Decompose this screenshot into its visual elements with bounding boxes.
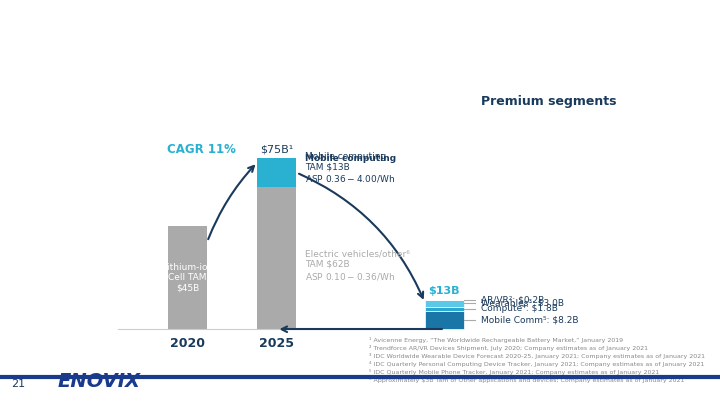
Text: CAGR 11%: CAGR 11% [167,143,236,156]
Text: 2020: 2020 [170,337,205,350]
Text: ENOVIX: ENOVIX [58,372,140,391]
FancyBboxPatch shape [168,226,207,329]
Text: Lithium-ion
Cell TAM
$45B: Lithium-ion Cell TAM $45B [162,263,213,293]
Text: $75B¹: $75B¹ [261,144,294,154]
Text: Compute⁴: $1.8B: Compute⁴: $1.8B [481,304,557,313]
Text: AR/VR²: $0.2B: AR/VR²: $0.2B [481,295,544,304]
Text: 21: 21 [11,379,25,389]
Text: ¹ Avicenne Energy, “The Worldwide Rechargeable Battery Market,” January 2019
² T: ¹ Avicenne Energy, “The Worldwide Rechar… [369,337,705,383]
Text: Mobile computing
TAM $13B
ASP $0.36-$4.00/Wh: Mobile computing TAM $13B ASP $0.36-$4.0… [305,152,395,184]
Text: Wearables³: $3.0B: Wearables³: $3.0B [481,299,564,308]
Text: Mobile computing: Mobile computing [305,153,396,163]
FancyBboxPatch shape [425,300,464,307]
FancyBboxPatch shape [425,311,464,329]
Text: Electric vehicles/other⁶
TAM $62B
ASP $0.10-$0.36/Wh: Electric vehicles/other⁶ TAM $62B ASP $0… [305,249,410,281]
Text: 2025: 2025 [259,337,294,350]
Text: $13B: $13B [428,286,460,296]
Text: Premium segments: Premium segments [481,96,616,109]
Text: Mobile Comm⁵: $8.2B: Mobile Comm⁵: $8.2B [481,315,578,324]
FancyBboxPatch shape [258,188,297,329]
FancyBboxPatch shape [425,307,464,311]
FancyBboxPatch shape [258,158,297,188]
